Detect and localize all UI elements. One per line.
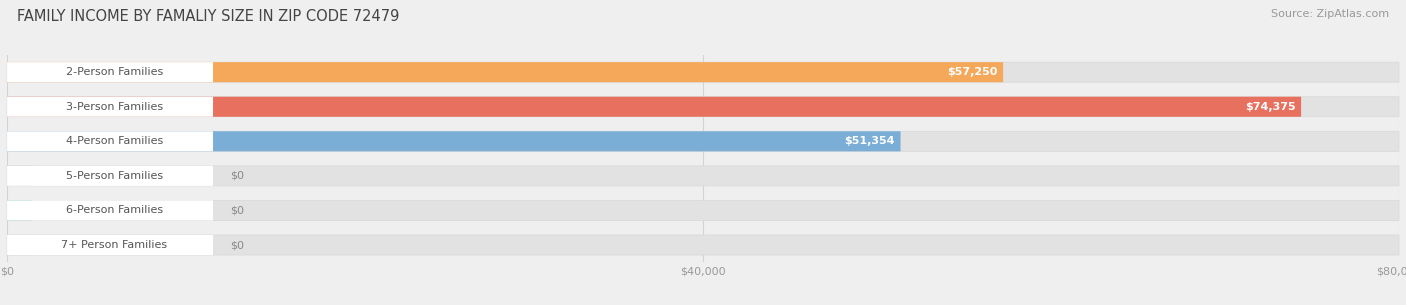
Text: $0: $0 xyxy=(229,206,243,215)
FancyBboxPatch shape xyxy=(7,235,32,255)
Text: 4-Person Families: 4-Person Families xyxy=(66,136,163,146)
FancyBboxPatch shape xyxy=(7,62,214,82)
Text: $0: $0 xyxy=(229,171,243,181)
FancyBboxPatch shape xyxy=(7,166,32,186)
FancyBboxPatch shape xyxy=(7,131,214,151)
Text: $74,375: $74,375 xyxy=(1244,102,1295,112)
FancyBboxPatch shape xyxy=(7,131,1399,151)
FancyBboxPatch shape xyxy=(7,62,1399,82)
Text: $57,250: $57,250 xyxy=(948,67,998,77)
FancyBboxPatch shape xyxy=(7,166,214,186)
FancyBboxPatch shape xyxy=(7,131,901,151)
FancyBboxPatch shape xyxy=(7,97,1399,117)
FancyBboxPatch shape xyxy=(7,200,32,221)
Text: 6-Person Families: 6-Person Families xyxy=(66,206,163,215)
FancyBboxPatch shape xyxy=(7,200,1399,221)
FancyBboxPatch shape xyxy=(7,97,1301,117)
FancyBboxPatch shape xyxy=(7,200,214,221)
Text: Source: ZipAtlas.com: Source: ZipAtlas.com xyxy=(1271,9,1389,19)
FancyBboxPatch shape xyxy=(7,97,214,117)
Text: FAMILY INCOME BY FAMALIY SIZE IN ZIP CODE 72479: FAMILY INCOME BY FAMALIY SIZE IN ZIP COD… xyxy=(17,9,399,24)
Text: $0: $0 xyxy=(229,240,243,250)
Text: $51,354: $51,354 xyxy=(845,136,896,146)
Text: 3-Person Families: 3-Person Families xyxy=(66,102,163,112)
FancyBboxPatch shape xyxy=(7,62,1002,82)
Text: 5-Person Families: 5-Person Families xyxy=(66,171,163,181)
Text: 2-Person Families: 2-Person Families xyxy=(66,67,163,77)
FancyBboxPatch shape xyxy=(7,235,1399,255)
FancyBboxPatch shape xyxy=(7,166,1399,186)
Text: 7+ Person Families: 7+ Person Families xyxy=(60,240,167,250)
FancyBboxPatch shape xyxy=(7,235,214,255)
